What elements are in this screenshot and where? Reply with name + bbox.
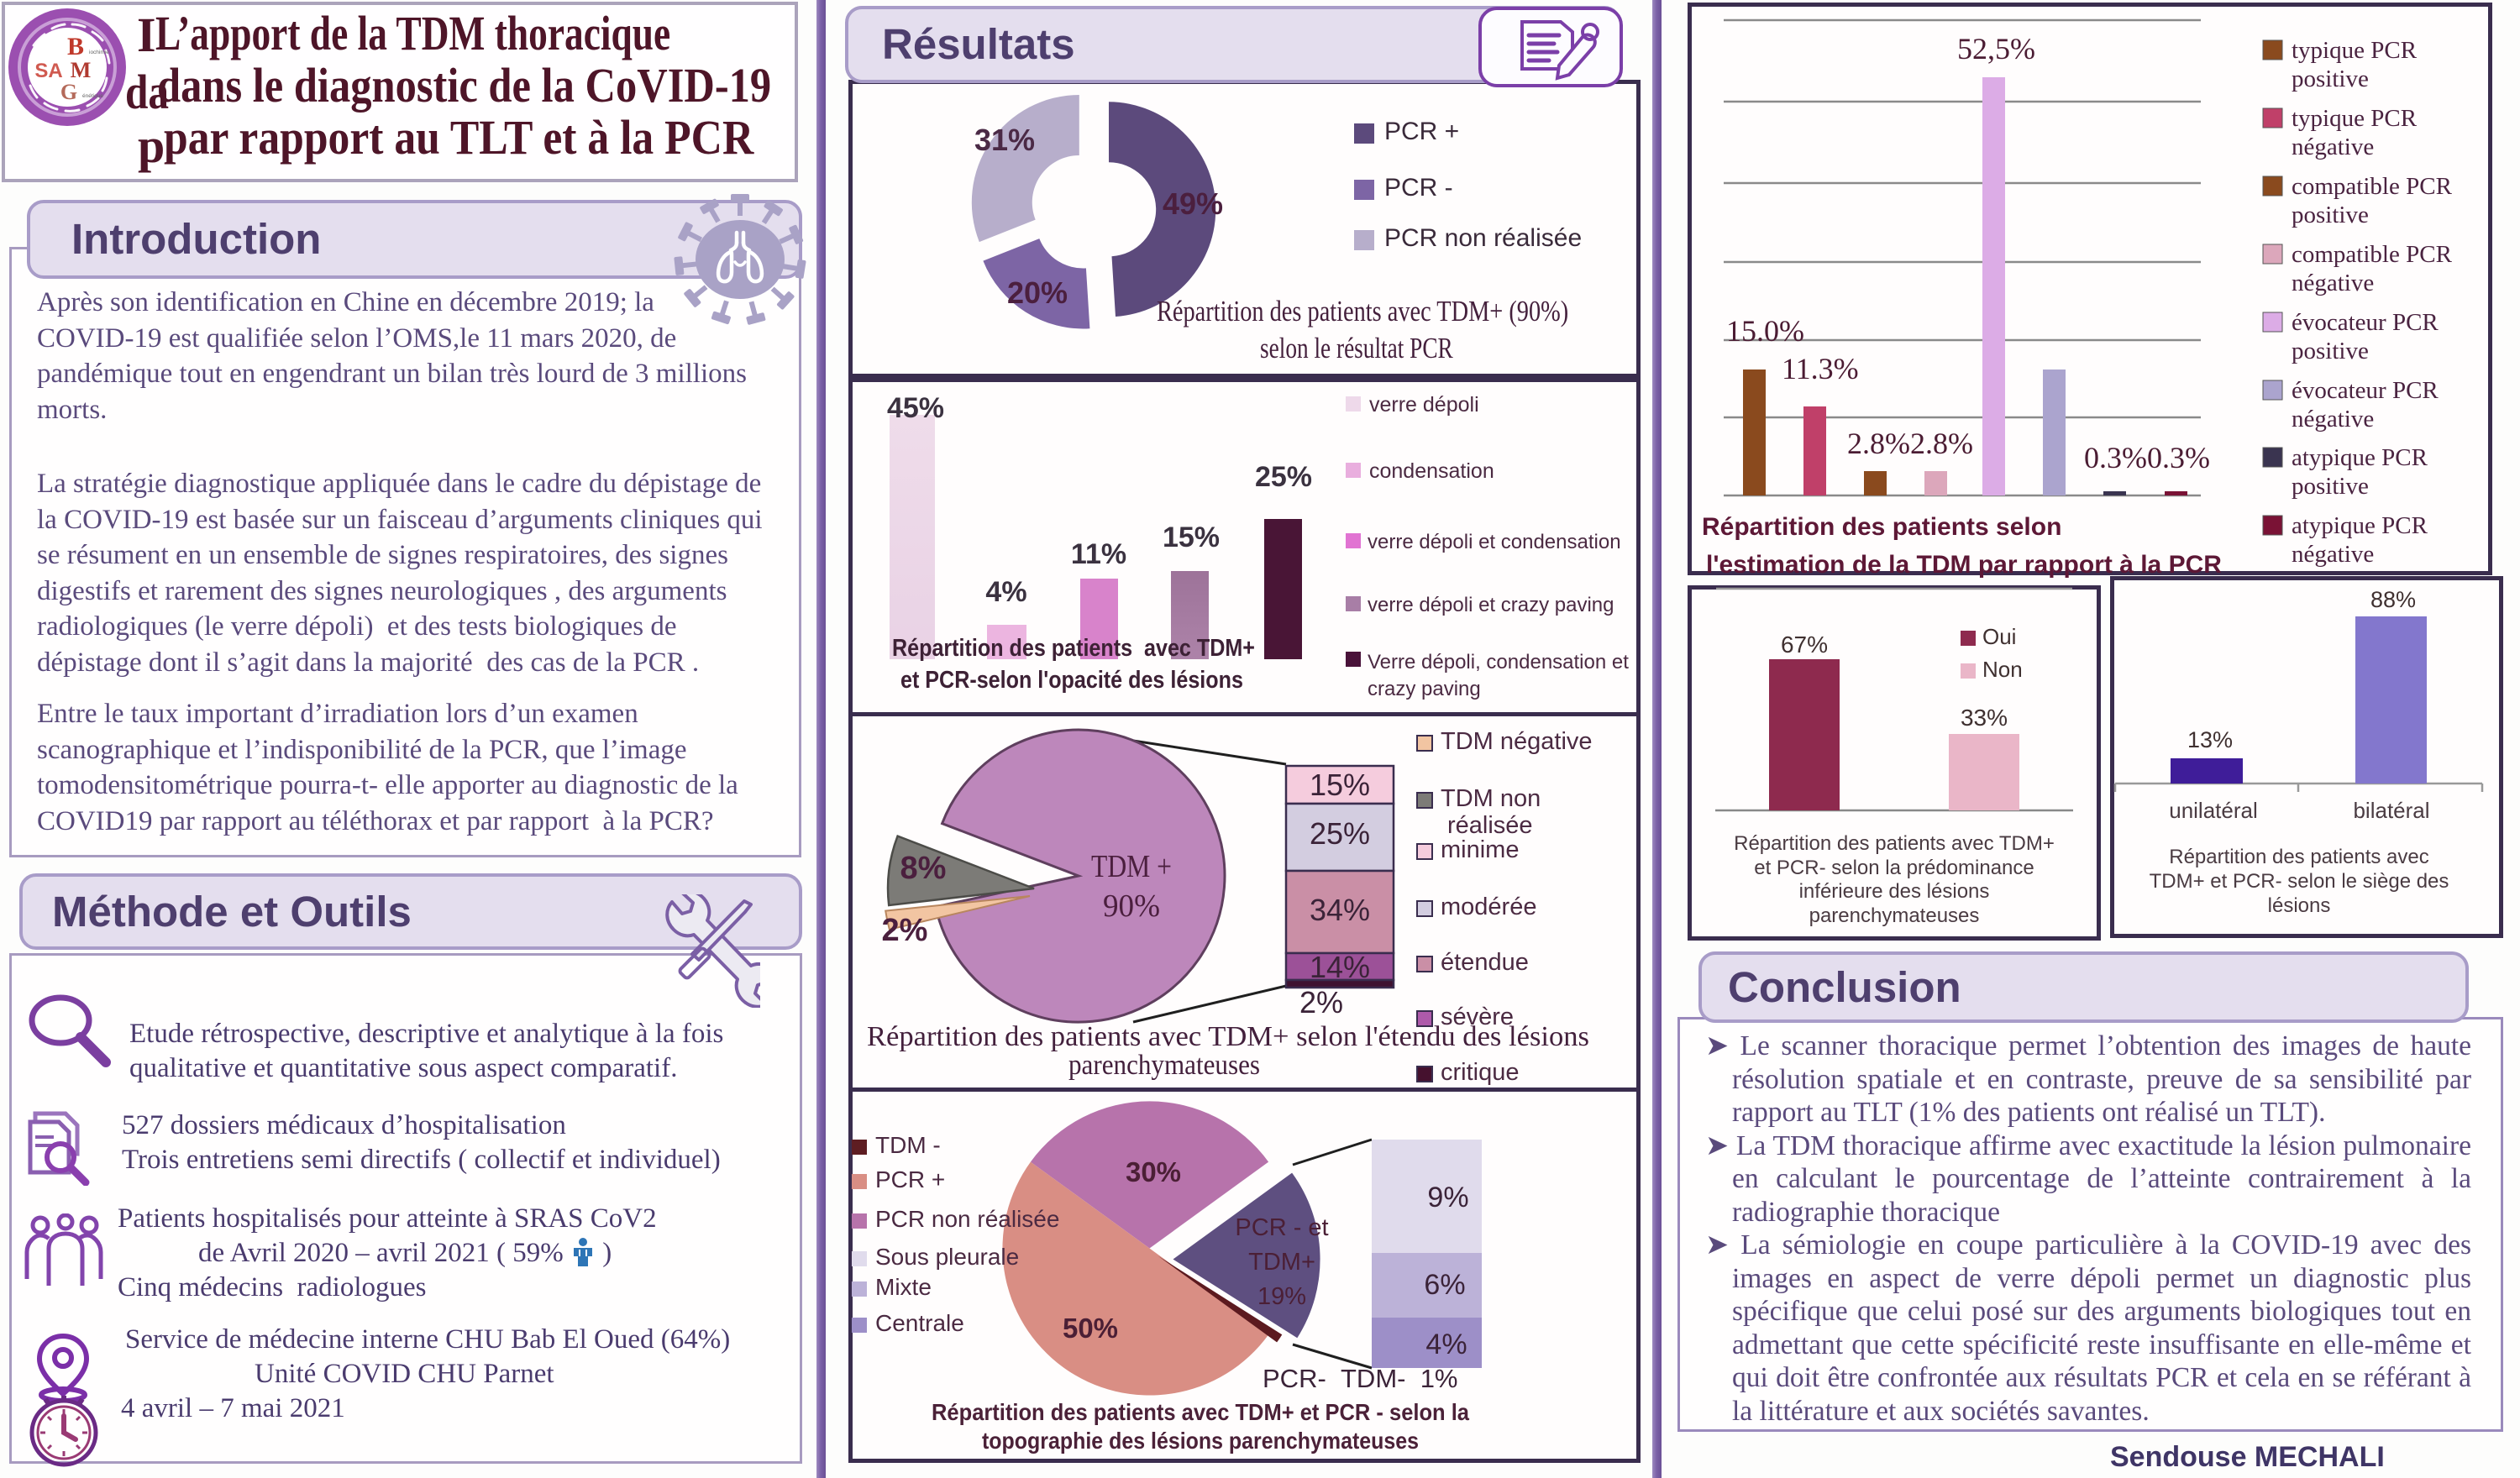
svg-text:parenchymateuses: parenchymateuses: [1809, 904, 1980, 927]
svg-text:Répartition des patients avec: Répartition des patients avec TDM+: [1734, 832, 2055, 855]
svg-text:15.0%: 15.0%: [1726, 314, 1804, 348]
svg-text:Répartition des patients avec: Répartition des patients avec: [2169, 846, 2429, 868]
svg-text:49%: 49%: [1163, 186, 1223, 221]
svg-text:TDM+ et PCR- selon le siège de: TDM+ et PCR- selon le siège des: [2150, 870, 2449, 893]
svg-text:iochimie: iochimie: [89, 50, 109, 55]
svg-text:9%: 9%: [1427, 1182, 1468, 1213]
svg-text:évocateur PCR: évocateur PCR: [2292, 377, 2439, 404]
svg-text:4%: 4%: [1425, 1329, 1467, 1360]
svg-text:52,5%: 52,5%: [1957, 32, 2035, 66]
svg-text:inférieure des lésions: inférieure des lésions: [1799, 880, 1990, 903]
svg-text:topographie des lésions parenc: topographie des lésions parenchymateuses: [982, 1428, 1419, 1454]
svg-text:Non: Non: [1982, 657, 2023, 682]
svg-text:PCR +: PCR +: [875, 1166, 945, 1192]
svg-text:67%: 67%: [1781, 632, 1828, 658]
svg-text:2.8%2.8%: 2.8%2.8%: [1847, 427, 1973, 460]
svg-text:20%: 20%: [1007, 275, 1068, 310]
svg-text:modérée: modérée: [1441, 894, 1536, 920]
svg-text:2%: 2%: [882, 913, 928, 948]
svg-text:8%: 8%: [900, 851, 947, 886]
svg-text:Centrale: Centrale: [875, 1310, 964, 1336]
svg-text:88%: 88%: [2370, 587, 2416, 612]
svg-text:Mixte: Mixte: [875, 1274, 932, 1300]
svg-text:parenchymateuses: parenchymateuses: [1068, 1050, 1260, 1081]
svg-text:bilatéral: bilatéral: [2353, 798, 2429, 823]
svg-text:33%: 33%: [1961, 705, 2008, 731]
svg-text:unilatéral: unilatéral: [2169, 798, 2258, 823]
svg-text:positive: positive: [2292, 202, 2369, 228]
svg-text:34%: 34%: [1310, 893, 1370, 927]
svg-text:Répartition des patients avec: Répartition des patients avec TDM+ selon…: [867, 1021, 1589, 1052]
svg-text:négative: négative: [2292, 406, 2374, 432]
svg-text:atypique PCR: atypique PCR: [2292, 444, 2428, 471]
svg-text:6%: 6%: [1424, 1269, 1465, 1301]
svg-text:critique: critique: [1441, 1059, 1520, 1086]
svg-text:réalisée: réalisée: [1447, 812, 1533, 839]
svg-text:positive: positive: [2292, 473, 2369, 500]
svg-text:90%: 90%: [1103, 888, 1160, 924]
svg-text:négative: négative: [2292, 541, 2374, 568]
svg-text:atypique PCR: atypique PCR: [2292, 512, 2428, 539]
svg-text:M: M: [71, 58, 92, 82]
svg-text:TDM -: TDM -: [875, 1132, 941, 1158]
svg-text:sévère: sévère: [1441, 1004, 1514, 1030]
svg-text:TDM non: TDM non: [1441, 785, 1541, 812]
svg-text:Répartition des patients avec: Répartition des patients avec TDM+ et PC…: [932, 1399, 1469, 1425]
svg-text:compatible PCR: compatible PCR: [2292, 241, 2453, 268]
svg-text:positive: positive: [2292, 338, 2369, 364]
svg-text:SA: SA: [34, 60, 62, 82]
svg-text:G: G: [60, 80, 77, 104]
svg-text:25%: 25%: [1310, 816, 1370, 851]
svg-text:PCR - et: PCR - et: [1235, 1214, 1328, 1241]
svg-text:31%: 31%: [974, 123, 1035, 157]
svg-text:TDM +: TDM +: [1091, 849, 1172, 884]
svg-text:TDM+: TDM+: [1248, 1249, 1315, 1276]
svg-text:énétique: énétique: [82, 93, 103, 99]
svg-text:0.3%0.3%: 0.3%0.3%: [2084, 441, 2210, 474]
svg-text:TDM négative: TDM négative: [1441, 728, 1593, 755]
svg-text:11.3%: 11.3%: [1782, 352, 1859, 385]
svg-text:évocateur PCR: évocateur PCR: [2292, 309, 2439, 336]
svg-text:étendue: étendue: [1441, 949, 1529, 976]
svg-text:négative: négative: [2292, 134, 2374, 160]
svg-text:2%: 2%: [1299, 985, 1343, 1019]
svg-text:lésions: lésions: [2268, 894, 2331, 917]
svg-text:et PCR- selon la prédominance: et PCR- selon la prédominance: [1754, 857, 2034, 879]
svg-text:30%: 30%: [1126, 1156, 1181, 1187]
svg-text:PCR non réalisée: PCR non réalisée: [875, 1206, 1059, 1232]
svg-text:PCR- TDM- 1%: PCR- TDM- 1%: [1263, 1364, 1458, 1393]
svg-text:15%: 15%: [1310, 768, 1370, 802]
svg-text:50%: 50%: [1063, 1313, 1118, 1344]
svg-text:typique PCR: typique PCR: [2292, 105, 2418, 132]
svg-text:typique PCR: typique PCR: [2292, 37, 2418, 64]
svg-text:19%: 19%: [1257, 1283, 1306, 1310]
svg-text:Sous pleurale: Sous pleurale: [875, 1244, 1019, 1270]
svg-text:compatible PCR: compatible PCR: [2292, 173, 2453, 200]
svg-text:négative: négative: [2292, 270, 2374, 296]
svg-text:B: B: [67, 33, 84, 60]
svg-text:13%: 13%: [2187, 727, 2233, 752]
svg-text:Oui: Oui: [1982, 624, 2016, 649]
svg-text:minime: minime: [1441, 836, 1519, 863]
svg-text:positive: positive: [2292, 66, 2369, 92]
svg-text:14%: 14%: [1310, 950, 1370, 984]
